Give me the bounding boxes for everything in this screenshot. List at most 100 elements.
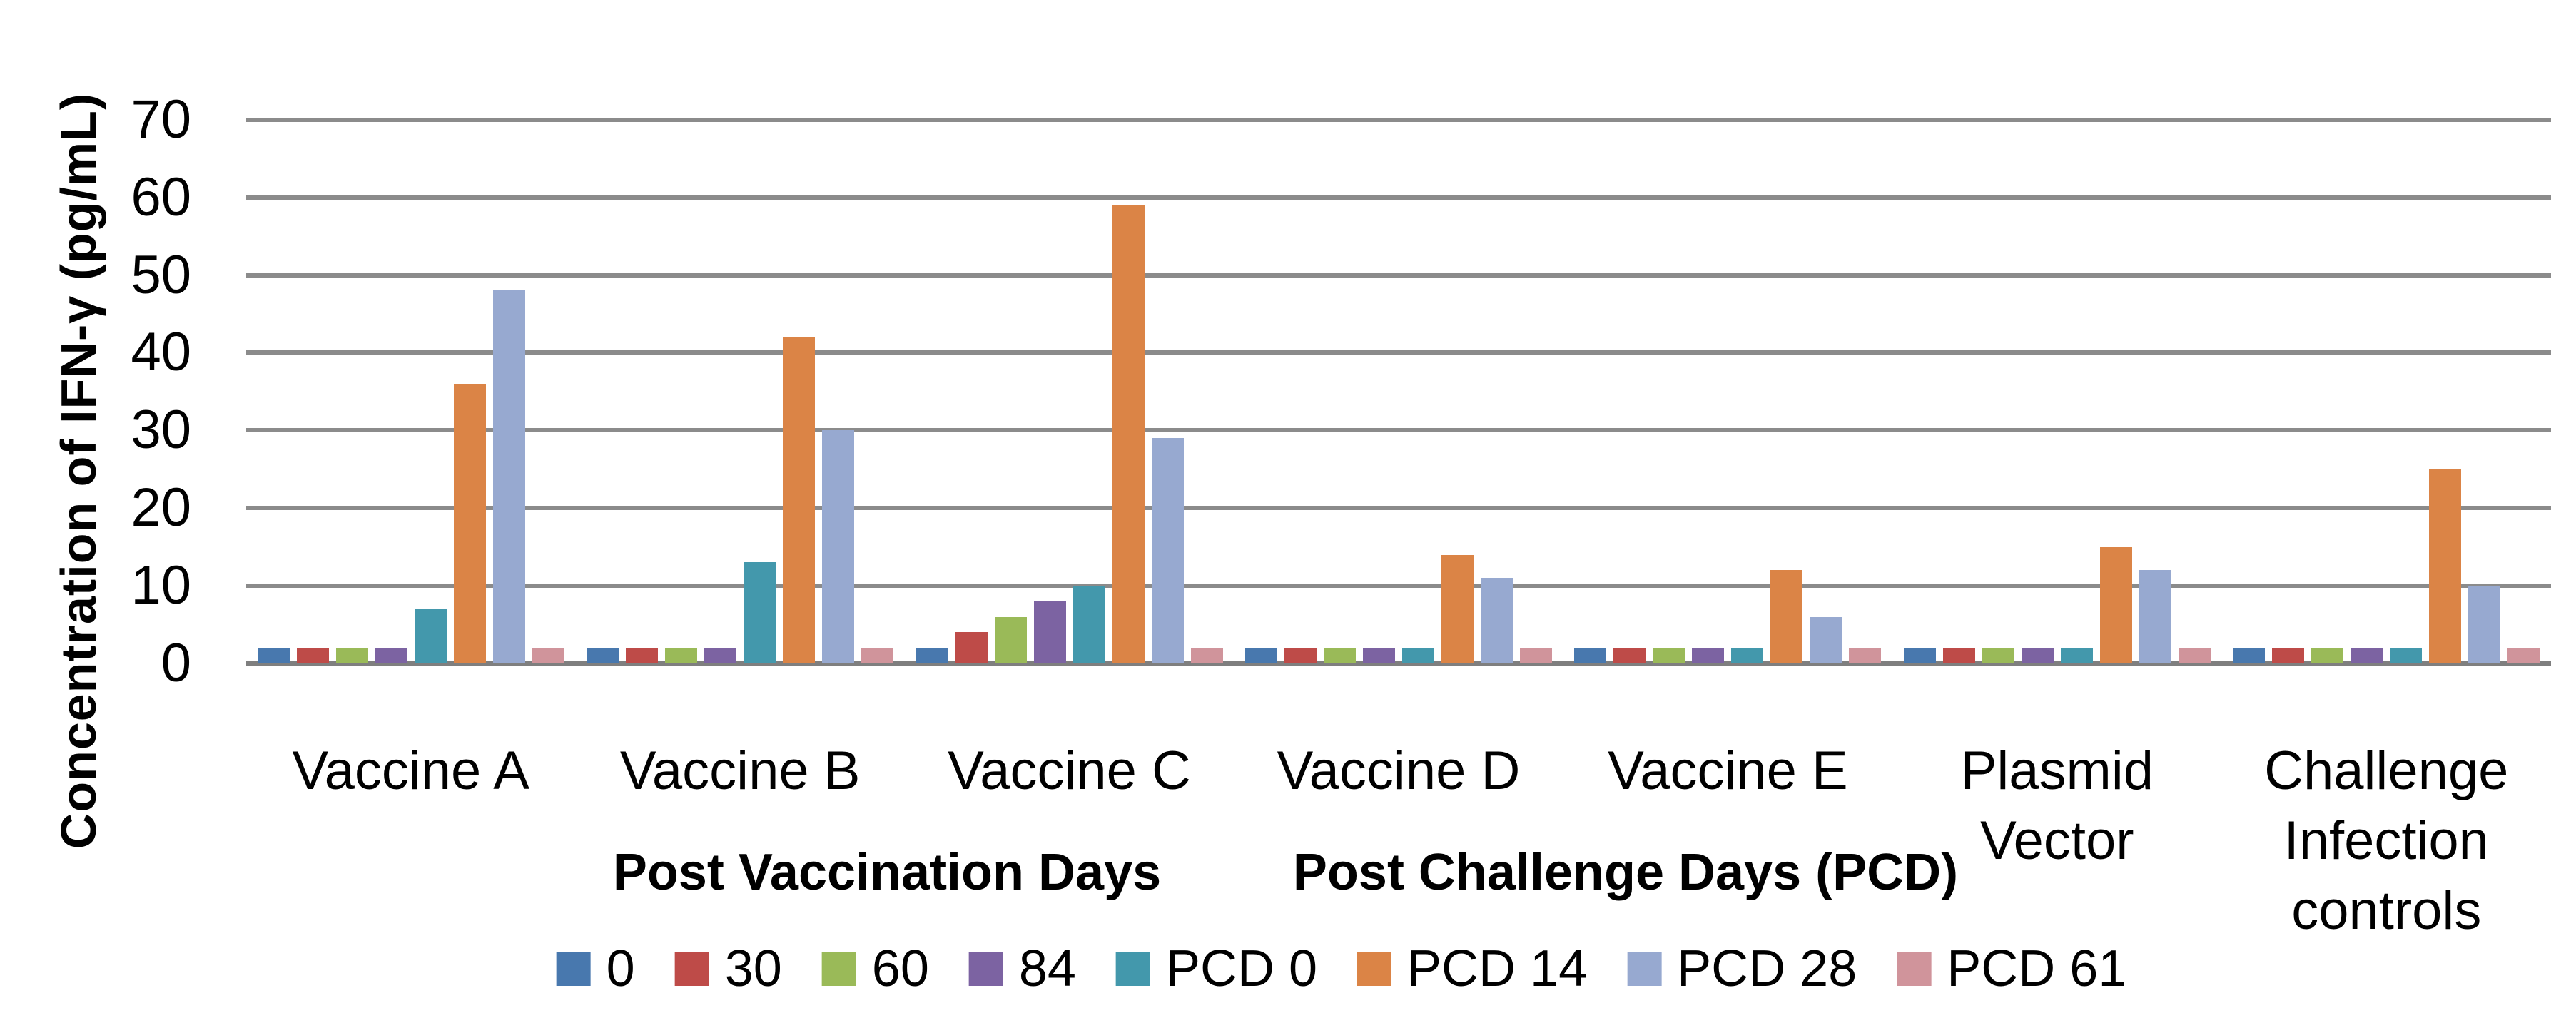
bar-pcd28-vaccine-d <box>1480 578 1513 663</box>
bar-group-vaccine-b <box>575 50 904 663</box>
legend-item-30: 30 <box>674 940 782 997</box>
bar-30-vaccine-d <box>1284 648 1317 663</box>
gridline-y60 <box>246 195 2551 200</box>
legend-item-pcd0: PCD 0 <box>1115 940 1318 997</box>
bar-pcd0-vaccine-a <box>414 609 447 663</box>
bar-0-vaccine-b <box>587 648 619 663</box>
category-label-text: Vaccine B <box>619 740 861 801</box>
bar-pcd14-vaccine-a <box>453 384 486 663</box>
bar-pcd28-challenge-infection-controls <box>2468 586 2501 663</box>
bar-pcd61-vaccine-a <box>532 648 564 663</box>
legend-label: PCD 0 <box>1165 940 1318 997</box>
gridline-y70 <box>246 117 2551 122</box>
bar-pcd14-challenge-infection-controls <box>2429 469 2462 663</box>
bar-pcd61-challenge-infection-controls <box>2507 648 2540 663</box>
bar-pcd0-plasmid-vector <box>2060 648 2093 663</box>
bar-group-plasmid-vector <box>1892 50 2221 663</box>
bar-0-vaccine-d <box>1244 648 1277 663</box>
legend-swatch-icon <box>674 952 709 986</box>
gridline-y30 <box>246 428 2551 433</box>
y-tick-label-60: 60 <box>131 166 191 228</box>
bar-group-vaccine-d <box>1234 50 1563 663</box>
bar-pcd28-vaccine-a <box>492 290 525 663</box>
bar-60-vaccine-c <box>994 617 1027 663</box>
legend-item-60: 60 <box>821 940 929 997</box>
category-label-vaccine-b: Vaccine B <box>575 736 904 806</box>
bar-0-vaccine-c <box>916 648 948 663</box>
bar-group-challenge-infection-controls <box>2222 50 2551 663</box>
chart-legend: 0 30 60 84 PCD 0 PCD 14 PCD 28 PCD 61 <box>556 940 2126 997</box>
legend-swatch-icon <box>1627 952 1662 986</box>
category-label-text: Vaccine A <box>292 740 529 801</box>
legend-label: PCD 28 <box>1677 940 1857 997</box>
y-tick-label-20: 20 <box>131 477 191 539</box>
legend-item-pcd28: PCD 28 <box>1627 943 1857 994</box>
bar-0-vaccine-a <box>257 648 290 663</box>
bar-pcd28-vaccine-c <box>1151 438 1184 663</box>
x-axis-group-label-post-challenge: Post Challenge Days (PCD) <box>1292 844 1959 901</box>
y-tick-label-50: 50 <box>131 244 191 305</box>
category-label-vaccine-a: Vaccine A <box>246 736 575 806</box>
category-label-vaccine-e: Vaccine E <box>1563 736 1892 806</box>
bar-pcd28-vaccine-e <box>1810 617 1842 663</box>
legend-label: 84 <box>1018 940 1076 997</box>
legend-label: 60 <box>871 940 929 997</box>
category-label-vaccine-c: Vaccine C <box>905 736 1234 806</box>
legend-label: 30 <box>724 940 782 997</box>
bar-0-vaccine-e <box>1574 648 1607 663</box>
y-tick-label-0: 0 <box>161 633 191 693</box>
x-axis-line <box>246 661 2551 666</box>
bar-pcd61-vaccine-d <box>1519 648 1552 663</box>
bar-60-vaccine-d <box>1323 648 1356 663</box>
legend-item-pcd61: PCD 61 <box>1897 943 2126 994</box>
y-tick-label-70: 70 <box>131 88 191 150</box>
legend-item-84: 84 <box>968 940 1076 997</box>
bar-60-plasmid-vector <box>1982 648 2014 663</box>
bar-84-vaccine-e <box>1692 648 1725 663</box>
bar-60-vaccine-b <box>665 648 698 663</box>
legend-swatch-icon <box>556 952 591 986</box>
legend-label: PCD 14 <box>1407 940 1588 997</box>
bar-pcd0-vaccine-d <box>1401 648 1434 663</box>
y-tick-label-10: 10 <box>131 555 191 616</box>
legend-label: PCD 61 <box>1947 940 2127 997</box>
bar-30-plasmid-vector <box>1942 648 1975 663</box>
bar-60-vaccine-a <box>335 648 368 663</box>
legend-swatch-icon <box>821 952 856 986</box>
legend-item-0: 0 <box>556 943 635 994</box>
bar-60-vaccine-e <box>1653 648 1685 663</box>
bar-pcd28-vaccine-b <box>822 430 855 663</box>
bar-pcd61-vaccine-b <box>861 648 894 663</box>
bar-pcd14-plasmid-vector <box>2099 547 2132 663</box>
bar-30-vaccine-e <box>1613 648 1646 663</box>
bar-pcd61-plasmid-vector <box>2178 648 2211 663</box>
bar-84-challenge-infection-controls <box>2351 648 2383 663</box>
category-label-challenge-infection-controls: Challenge Infection controls <box>2222 736 2551 946</box>
category-label-text: Vaccine C <box>948 740 1191 801</box>
category-label-text: Vaccine E <box>1608 740 1848 801</box>
bar-30-challenge-infection-controls <box>2272 648 2305 663</box>
bar-pcd14-vaccine-d <box>1441 555 1474 663</box>
bar-84-vaccine-b <box>704 648 737 663</box>
bar-84-plasmid-vector <box>2021 648 2054 663</box>
bar-pcd61-vaccine-c <box>1190 648 1223 663</box>
y-tick-label-40: 40 <box>131 322 191 383</box>
gridline-y20 <box>246 506 2551 511</box>
gridline-y50 <box>246 273 2551 278</box>
category-label-vaccine-d: Vaccine D <box>1234 736 1563 806</box>
bar-30-vaccine-b <box>626 648 659 663</box>
gridline-y40 <box>246 350 2551 355</box>
legend-swatch-icon <box>968 952 1003 986</box>
bar-0-plasmid-vector <box>1903 648 1936 663</box>
bar-pcd28-plasmid-vector <box>2139 570 2171 663</box>
bar-84-vaccine-c <box>1033 601 1066 663</box>
legend-item-pcd14: PCD 14 <box>1357 943 1587 994</box>
category-label-text: Plasmid Vector <box>1960 740 2154 871</box>
category-label-text: Challenge Infection controls <box>2264 740 2509 941</box>
category-label-plasmid-vector: Plasmid Vector <box>1892 736 2221 876</box>
legend-swatch-icon <box>1897 952 1932 986</box>
bar-84-vaccine-d <box>1362 648 1395 663</box>
x-axis-group-label-post-vaccination: Post Vaccination Days <box>612 844 1162 901</box>
bar-60-challenge-infection-controls <box>2311 648 2344 663</box>
